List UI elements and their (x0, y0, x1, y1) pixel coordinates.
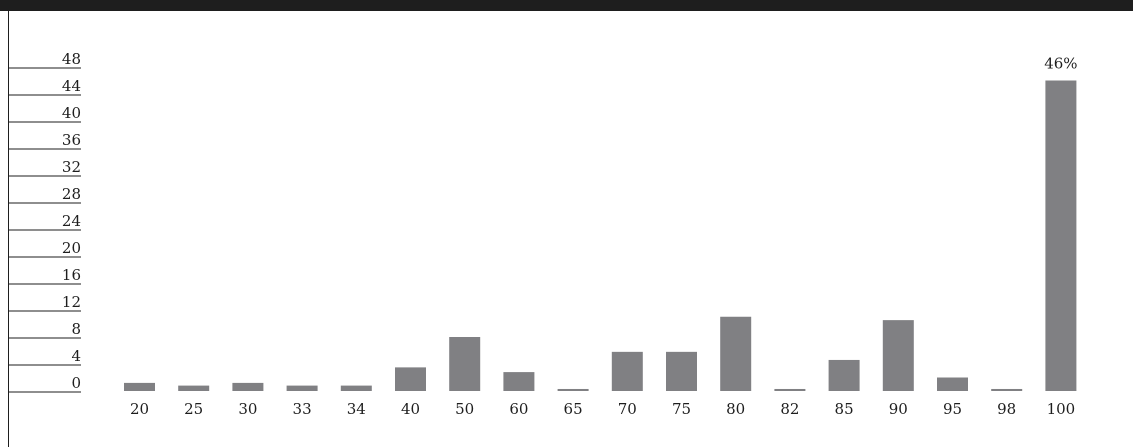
bar-85 (828, 359, 860, 391)
x-tick-label: 85 (835, 400, 854, 418)
x-tick-label: 34 (347, 400, 366, 418)
x-tick-label: 98 (997, 400, 1016, 418)
x-tick-label: 20 (130, 400, 149, 418)
bar-98 (991, 388, 1023, 391)
y-tick-label: 44 (62, 77, 81, 95)
x-tick-label: 75 (672, 400, 691, 418)
bar-25 (178, 385, 210, 391)
bar-65 (557, 388, 589, 391)
data-labels: 46% (1044, 55, 1077, 73)
y-tick-label: 32 (62, 158, 81, 176)
bar-34 (340, 385, 372, 391)
x-tick-label: 25 (184, 400, 203, 418)
bars (124, 80, 1077, 391)
bar-90 (882, 320, 914, 391)
x-tick-label: 82 (780, 400, 799, 418)
y-tick-label: 40 (62, 104, 81, 122)
y-tick-label: 8 (71, 320, 81, 338)
y-tick-label: 12 (62, 293, 81, 311)
bar-82 (774, 388, 806, 391)
bar-100 (1045, 80, 1077, 391)
x-tick-label: 50 (455, 400, 474, 418)
y-tick-label: 24 (62, 212, 81, 230)
x-tick-label: 40 (401, 400, 420, 418)
top-border-bar (0, 0, 1133, 11)
x-tick-label: 30 (238, 400, 257, 418)
x-tick-label: 70 (618, 400, 637, 418)
y-tick-label: 48 (62, 50, 81, 68)
bar-95 (937, 377, 968, 391)
data-label: 46% (1044, 55, 1077, 73)
bar-80 (720, 316, 752, 391)
x-tick-label: 80 (726, 400, 745, 418)
bar-40 (395, 367, 426, 391)
bar-30 (232, 382, 264, 391)
x-tick-label: 90 (889, 400, 908, 418)
x-tick-label: 95 (943, 400, 962, 418)
left-border-rule (8, 11, 9, 447)
bar-50 (449, 337, 481, 391)
x-tick-label: 100 (1047, 400, 1076, 418)
y-tick-label: 4 (71, 347, 81, 365)
x-tick-label: 65 (564, 400, 583, 418)
y-tick-label: 16 (62, 266, 81, 284)
bar-33 (286, 385, 318, 391)
y-tick-label: 28 (62, 185, 81, 203)
bar-20 (124, 382, 155, 391)
bar-75 (666, 351, 697, 391)
y-tick-label: 0 (71, 374, 81, 392)
bar-70 (611, 351, 643, 391)
y-tick-label: 36 (62, 131, 81, 149)
x-tick-label: 60 (509, 400, 528, 418)
x-axis: 20 25 30 33 34 40 50 60 65 70 75 80 82 85 90 95 98 100 (130, 400, 1075, 418)
bar-60 (503, 372, 535, 391)
x-tick-label: 33 (293, 400, 312, 418)
y-tick-label: 20 (62, 239, 81, 257)
